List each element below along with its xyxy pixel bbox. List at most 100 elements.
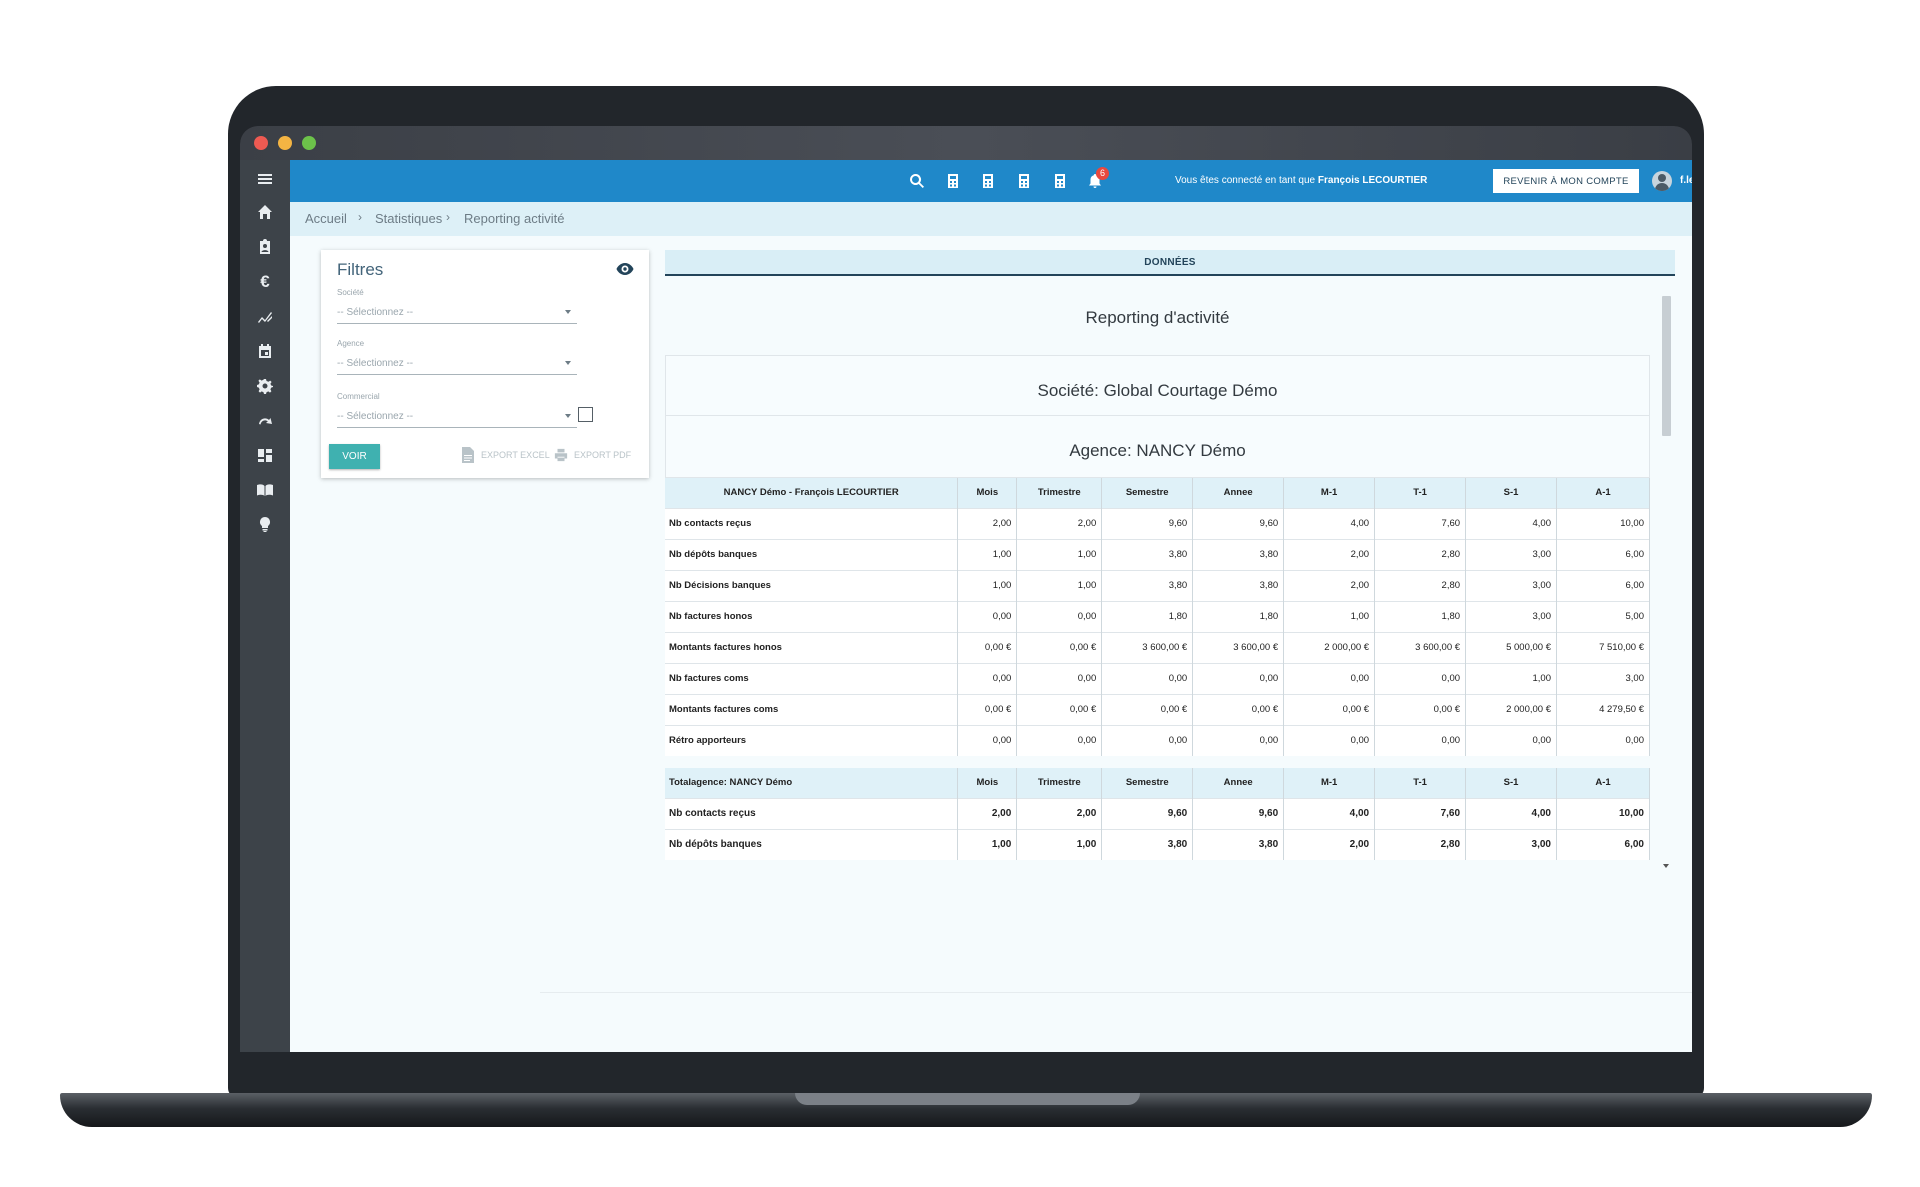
table-cell: 3,00 (1556, 662, 1650, 694)
calendar-icon[interactable] (240, 336, 290, 366)
column-header: Annee (1192, 768, 1285, 798)
clipboard-icon[interactable] (240, 232, 290, 262)
maximize-window-dot[interactable] (302, 136, 316, 150)
calculator-icon[interactable] (945, 173, 961, 189)
export-excel-button[interactable]: EXPORT EXCEL (461, 447, 550, 463)
notification-badge: 6 (1096, 167, 1109, 180)
table-cell: 0,00 (1101, 724, 1194, 756)
calculator-icon[interactable] (1052, 173, 1068, 189)
table-cell: 3,00 (1465, 538, 1557, 570)
lightbulb-icon[interactable] (240, 509, 290, 539)
table-cell: 2,80 (1374, 828, 1467, 860)
minimize-window-dot[interactable] (278, 136, 292, 150)
chevron-down-icon (565, 310, 571, 314)
table-cell: 0,00 (1374, 662, 1467, 694)
table-cell: 1,00 (957, 828, 1018, 860)
column-header: A-1 (1556, 768, 1651, 798)
calculator-icon[interactable] (980, 173, 996, 189)
table-cell: 4,00 (1283, 797, 1376, 829)
data-panel-body[interactable]: Reporting d'activité Société: Global Cou… (665, 278, 1675, 874)
table-header-label: NANCY Démo - François LECOURTIER (665, 478, 959, 508)
table-cell: 0,00 (957, 662, 1018, 694)
table-cell: 4 279,50 € (1556, 693, 1650, 725)
table-cell: 0,00 (1465, 724, 1557, 756)
table-cell: 0,00 € (957, 631, 1018, 663)
table-cell: 2,00 (1283, 569, 1376, 601)
username-label[interactable]: f.lecourtier (1680, 175, 1692, 186)
table-row: Nb contacts reçus 2,00 2,00 9,60 9,60 4,00 7,6… (665, 507, 1650, 539)
table-cell: 6,00 (1556, 569, 1650, 601)
table-cell: 0,00 (1192, 724, 1285, 756)
calculator-icon[interactable] (1016, 173, 1032, 189)
euro-icon[interactable]: € (260, 272, 270, 291)
voir-button[interactable]: VOIR (329, 444, 380, 469)
table-cell: 0,00 (1556, 724, 1650, 756)
societe-select-value: -- Sélectionnez -- (337, 307, 414, 318)
export-pdf-button[interactable]: EXPORT PDF (554, 447, 631, 463)
table-row: Nb factures honos 0,00 0,00 1,80 1,80 1,00 1,8… (665, 600, 1650, 632)
societe-heading: Société: Global Courtage Démo (665, 355, 1650, 416)
table-cell: 0,00 (1192, 662, 1285, 694)
table-cell: 2,00 (1016, 797, 1103, 829)
table-cell: 0,00 € (1101, 693, 1194, 725)
redo-icon[interactable] (240, 405, 290, 435)
agence-select[interactable]: -- Sélectionnez -- (337, 353, 577, 375)
main-content: Accueil › Statistiques › Reporting activ… (290, 202, 1692, 1052)
breadcrumb-statistiques[interactable]: Statistiques (375, 211, 443, 226)
laptop-notch (795, 1093, 1140, 1105)
commercial-checkbox[interactable] (578, 407, 593, 422)
row-label: Nb factures coms (665, 662, 959, 694)
eye-icon[interactable] (616, 262, 634, 276)
scrollbar-thumb[interactable] (1662, 296, 1671, 436)
table-cell: 7,60 (1374, 507, 1467, 539)
gear-icon[interactable] (240, 371, 290, 401)
table-cell: 2,80 (1374, 538, 1467, 570)
scroll-down-icon[interactable] (1661, 862, 1671, 870)
data-panel-header: DONNÉES (665, 250, 1675, 276)
column-header: Mois (957, 768, 1018, 798)
table-cell: 1,80 (1101, 600, 1194, 632)
bell-icon[interactable]: 6 (1087, 167, 1109, 189)
close-window-dot[interactable] (254, 136, 268, 150)
table-cell: 3 600,00 € (1192, 631, 1285, 663)
table-cell: 1,00 (1016, 538, 1103, 570)
table-cell: 9,60 (1192, 507, 1285, 539)
table-cell: 0,00 (957, 600, 1018, 632)
column-header: Semestre (1101, 768, 1194, 798)
table-cell: 5 000,00 € (1465, 631, 1557, 663)
vertical-scrollbar[interactable] (1660, 284, 1672, 868)
table-cell: 0,00 € (1374, 693, 1467, 725)
menu-icon[interactable] (240, 164, 290, 194)
table-header-label: Totalagence: NANCY Démo (665, 768, 959, 798)
chart-icon[interactable] (240, 302, 290, 332)
breadcrumb-reporting: Reporting activité (464, 211, 565, 226)
book-icon[interactable] (240, 475, 290, 505)
table-cell: 10,00 (1556, 507, 1650, 539)
row-label: Nb dépôts banques (665, 538, 959, 570)
column-header: Trimestre (1016, 768, 1103, 798)
table-cell: 4,00 (1283, 507, 1376, 539)
agence-heading: Agence: NANCY Démo (665, 416, 1650, 478)
table-row: Nb dépôts banques 1,00 1,00 3,80 3,80 2,00 2,8… (665, 538, 1650, 570)
column-header: S-1 (1465, 768, 1557, 798)
search-icon[interactable] (909, 173, 925, 189)
table-row: Nb factures coms 0,00 0,00 0,00 0,00 0,00 0,00… (665, 662, 1650, 694)
table-cell: 3,80 (1192, 569, 1285, 601)
table-cell: 9,60 (1192, 797, 1285, 829)
table-cell: 2,80 (1374, 569, 1467, 601)
home-icon[interactable] (240, 197, 290, 227)
row-label: Montants factures honos (665, 631, 959, 663)
commercial-select[interactable]: -- Sélectionnez -- (337, 406, 577, 428)
table-cell: 0,00 € (1016, 693, 1103, 725)
table-cell: 1,00 (1465, 662, 1557, 694)
table-cell: 7,60 (1374, 797, 1467, 829)
societe-select[interactable]: -- Sélectionnez -- (337, 302, 577, 324)
return-to-account-button[interactable]: REVENIR À MON COMPTE (1493, 169, 1639, 193)
table-row: Nb contacts reçus 2,00 2,00 9,60 9,60 4,00 7,6… (665, 797, 1651, 829)
column-header: Semestre (1101, 478, 1194, 508)
breadcrumb-accueil[interactable]: Accueil (305, 211, 347, 226)
printer-icon (554, 448, 568, 462)
screen: € (240, 126, 1692, 1052)
avatar[interactable] (1652, 171, 1672, 191)
dashboard-icon[interactable] (240, 440, 290, 470)
